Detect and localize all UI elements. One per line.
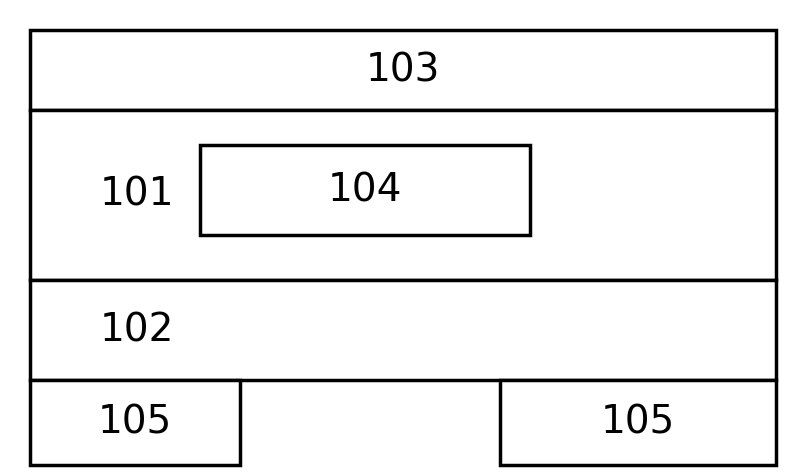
Text: 104: 104	[328, 171, 402, 209]
Text: 101: 101	[100, 176, 175, 214]
Bar	[30, 30, 776, 110]
Bar	[30, 380, 240, 465]
Bar	[500, 380, 776, 465]
Bar	[30, 280, 776, 380]
Text: 105: 105	[601, 403, 675, 441]
Bar	[30, 110, 776, 280]
Bar	[200, 145, 530, 235]
Text: 102: 102	[100, 311, 174, 349]
Text: 103: 103	[366, 51, 440, 89]
Text: 105: 105	[98, 403, 172, 441]
